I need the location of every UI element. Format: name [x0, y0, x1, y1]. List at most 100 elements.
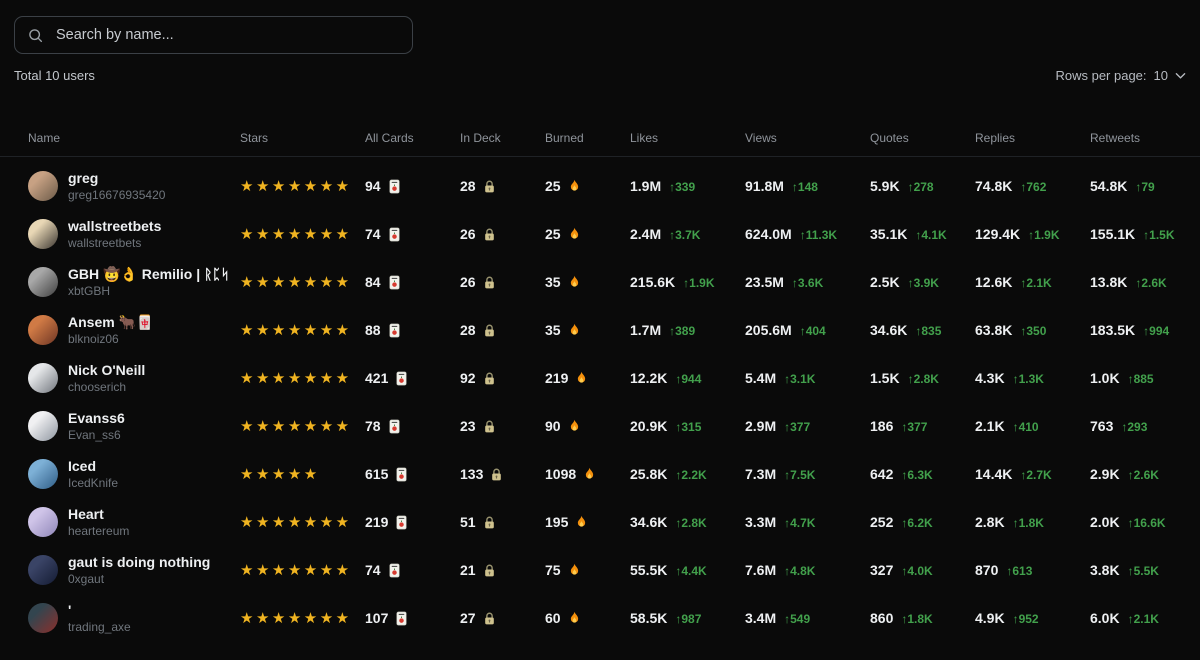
in-deck-cell: 26 [460, 226, 545, 242]
quotes-value: 252 [870, 514, 894, 530]
replies-cell: 4.9K ↑952 [975, 610, 1090, 626]
user-cell[interactable]: Ansem 🐂🀄 blknoiz06 [14, 313, 240, 346]
replies-cell: 129.4K ↑1.9K [975, 226, 1090, 242]
likes-cell: 25.8K ↑2.2K [630, 466, 745, 482]
quotes-value: 1.5K [870, 370, 900, 386]
user-handle: heartereum [68, 523, 130, 538]
views-delta: ↑377 [784, 420, 811, 434]
table-row[interactable]: Iced IcedKnife ★★★★★ 615 133 1098 25.8K … [0, 450, 1200, 498]
user-cell[interactable]: greg greg16676935420 [14, 169, 240, 202]
table-row[interactable]: GBH 🤠👌 Remilio | ᚱᛈᛋ xbtGBH ★★★★★★★ 84 2… [0, 258, 1200, 306]
card-icon [387, 227, 402, 242]
likes-cell: 215.6K ↑1.9K [630, 274, 745, 290]
retweets-cell: 54.8K ↑79 [1090, 178, 1200, 194]
column-header-allcards[interactable]: All Cards [365, 131, 414, 145]
user-cell[interactable]: Nick O'Neill chooserich [14, 361, 240, 394]
in-deck-cell: 92 [460, 370, 545, 386]
table-row[interactable]: Evanss6 Evan_ss6 ★★★★★★★ 78 23 90 20.9K … [0, 402, 1200, 450]
column-header-likes[interactable]: Likes [630, 131, 659, 145]
table-row[interactable]: greg greg16676935420 ★★★★★★★ 94 28 25 1.… [0, 162, 1200, 210]
burned-value: 195 [545, 514, 569, 530]
all-cards-cell: 74 [365, 562, 460, 578]
user-cell[interactable]: Iced IcedKnife [14, 457, 240, 490]
rows-per-page-select[interactable]: Rows per page: 10 [1055, 68, 1186, 83]
column-header-views[interactable]: Views [745, 131, 777, 145]
replies-delta: ↑1.9K [1028, 228, 1060, 242]
retweets-cell: 13.8K ↑2.6K [1090, 274, 1200, 290]
retweets-delta: ↑5.5K [1127, 564, 1159, 578]
user-handle: Evan_ss6 [68, 427, 121, 442]
all-cards-cell: 88 [365, 322, 460, 338]
avatar [28, 507, 58, 537]
quotes-delta: ↑4.0K [901, 564, 933, 578]
star-rating: ★★★★★★★ [240, 178, 352, 195]
star-rating: ★★★★★★★ [240, 514, 352, 531]
in-deck-value: 51 [460, 514, 476, 530]
column-header-burned[interactable]: Burned [545, 131, 584, 145]
retweets-value: 6.0K [1090, 610, 1120, 626]
views-value: 7.3M [745, 466, 777, 482]
fire-icon [574, 371, 589, 386]
avatar [28, 315, 58, 345]
likes-value: 34.6K [630, 514, 668, 530]
user-cell[interactable]: Heart heartereum [14, 505, 240, 538]
in-deck-value: 26 [460, 274, 476, 290]
burned-cell: 90 [545, 418, 630, 434]
in-deck-value: 28 [460, 322, 476, 338]
burned-value: 25 [545, 226, 561, 242]
table-row[interactable]: gaut is doing nothing 0xgaut ★★★★★★★ 74 … [0, 546, 1200, 594]
all-cards-cell: 84 [365, 274, 460, 290]
replies-value: 4.3K [975, 370, 1005, 386]
views-cell: 7.3M ↑7.5K [745, 466, 870, 482]
user-cell[interactable]: wallstreetbets wallstreetbets [14, 217, 240, 250]
views-cell: 3.4M ↑549 [745, 610, 870, 626]
table-row[interactable]: ' trading_axe ★★★★★★★ 107 27 60 58.5K ↑9… [0, 594, 1200, 642]
fire-icon [567, 323, 582, 338]
burned-cell: 60 [545, 610, 630, 626]
user-cell[interactable]: Evanss6 Evan_ss6 [14, 409, 240, 442]
retweets-delta: ↑293 [1121, 420, 1148, 434]
likes-value: 1.9M [630, 178, 662, 194]
user-cell[interactable]: GBH 🤠👌 Remilio | ᚱᛈᛋ xbtGBH [14, 265, 240, 298]
search-bar[interactable] [14, 16, 413, 54]
retweets-cell: 183.5K ↑994 [1090, 322, 1200, 338]
lock-icon [482, 563, 497, 578]
table-row[interactable]: Nick O'Neill chooserich ★★★★★★★ 421 92 2… [0, 354, 1200, 402]
burned-value: 25 [545, 178, 561, 194]
rows-per-page-label: Rows per page: [1055, 68, 1147, 83]
likes-cell: 20.9K ↑315 [630, 418, 745, 434]
chevron-down-icon [1175, 72, 1186, 80]
column-header-quotes[interactable]: Quotes [870, 131, 909, 145]
column-header-retweets[interactable]: Retweets [1090, 131, 1141, 145]
user-cell[interactable]: ' trading_axe [14, 601, 240, 634]
replies-value: 870 [975, 562, 999, 578]
retweets-value: 2.0K [1090, 514, 1120, 530]
table-row[interactable]: Heart heartereum ★★★★★★★ 219 51 195 34.6… [0, 498, 1200, 546]
quotes-value: 186 [870, 418, 894, 434]
column-header-replies[interactable]: Replies [975, 131, 1016, 145]
column-header-stars[interactable]: Stars [240, 131, 269, 145]
likes-value: 58.5K [630, 610, 668, 626]
all-cards-value: 421 [365, 370, 389, 386]
all-cards-value: 74 [365, 226, 381, 242]
star-rating: ★★★★★★★ [240, 370, 352, 387]
search-input[interactable] [54, 26, 400, 44]
all-cards-cell: 615 [365, 466, 460, 482]
table-row[interactable]: Ansem 🐂🀄 blknoiz06 ★★★★★★★ 88 28 35 1.7M… [0, 306, 1200, 354]
in-deck-cell: 28 [460, 322, 545, 338]
quotes-cell: 34.6K ↑835 [870, 322, 975, 338]
table-row[interactable]: wallstreetbets wallstreetbets ★★★★★★★ 74… [0, 210, 1200, 258]
replies-value: 12.6K [975, 274, 1013, 290]
column-header-name[interactable]: Name [28, 131, 61, 145]
likes-cell: 2.4M ↑3.7K [630, 226, 745, 242]
quotes-delta: ↑278 [907, 180, 934, 194]
star-rating: ★★★★★★★ [240, 610, 352, 627]
lock-icon [482, 275, 497, 290]
quotes-cell: 186 ↑377 [870, 418, 975, 434]
column-header-indeck[interactable]: In Deck [460, 131, 501, 145]
likes-cell: 12.2K ↑944 [630, 370, 745, 386]
all-cards-cell: 421 [365, 370, 460, 386]
fire-icon [567, 611, 582, 626]
user-cell[interactable]: gaut is doing nothing 0xgaut [14, 553, 240, 586]
views-delta: ↑4.8K [784, 564, 816, 578]
